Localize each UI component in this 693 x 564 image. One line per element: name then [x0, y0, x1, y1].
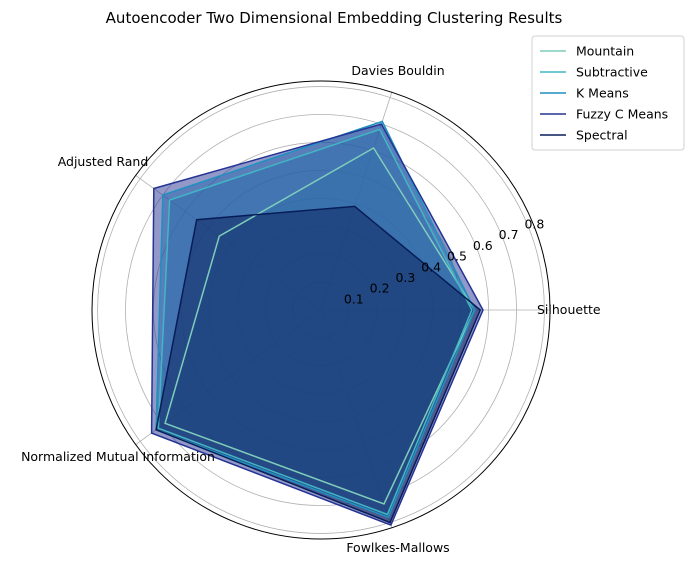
series-area-4 — [156, 206, 481, 523]
radial-tick-label: 0.7 — [499, 227, 519, 242]
axis-labels: Silhouette Davies Bouldin Adjusted Rand Nor… — [21, 63, 601, 555]
axis-label: Fowlkes-Mallows — [346, 540, 449, 555]
radar-series — [150, 120, 484, 527]
legend-label: Mountain — [576, 44, 634, 59]
series-line-4 — [155, 205, 482, 524]
legend-label: Spectral — [576, 128, 628, 143]
axis-label: Silhouette — [537, 302, 601, 317]
legend-box — [531, 35, 685, 151]
axis-label: Davies Bouldin — [351, 63, 444, 78]
series-line-3 — [150, 123, 484, 527]
radial-tick-label: 0.5 — [447, 249, 467, 264]
legend: Mountain Subtractive K Means Fuzzy C Means S… — [531, 35, 685, 151]
radial-tick-label: 0.8 — [524, 217, 544, 232]
legend-label: Fuzzy C Means — [576, 107, 668, 122]
radial-tick-label: 0.3 — [395, 270, 415, 285]
series-line-0 — [164, 146, 476, 505]
chart-title: Autoencoder Two Dimensional Embedding Cl… — [106, 9, 563, 27]
radial-tick-label: 0.1 — [344, 291, 364, 306]
legend-label: K Means — [576, 86, 629, 101]
radial-tick-label: 0.2 — [370, 281, 390, 296]
outer-frame — [91, 80, 551, 540]
axis-label: Adjusted Rand — [58, 154, 149, 169]
series-line-1 — [157, 128, 473, 516]
radial-tick-label: 0.6 — [473, 238, 493, 253]
axis-label: Normalized Mutual Information — [21, 449, 215, 464]
radial-tick-labels: 0.1 0.2 0.3 0.4 0.5 0.6 0.7 0.8 — [344, 217, 545, 307]
legend-label: Subtractive — [576, 65, 648, 80]
radial-tick-label: 0.4 — [421, 259, 441, 274]
